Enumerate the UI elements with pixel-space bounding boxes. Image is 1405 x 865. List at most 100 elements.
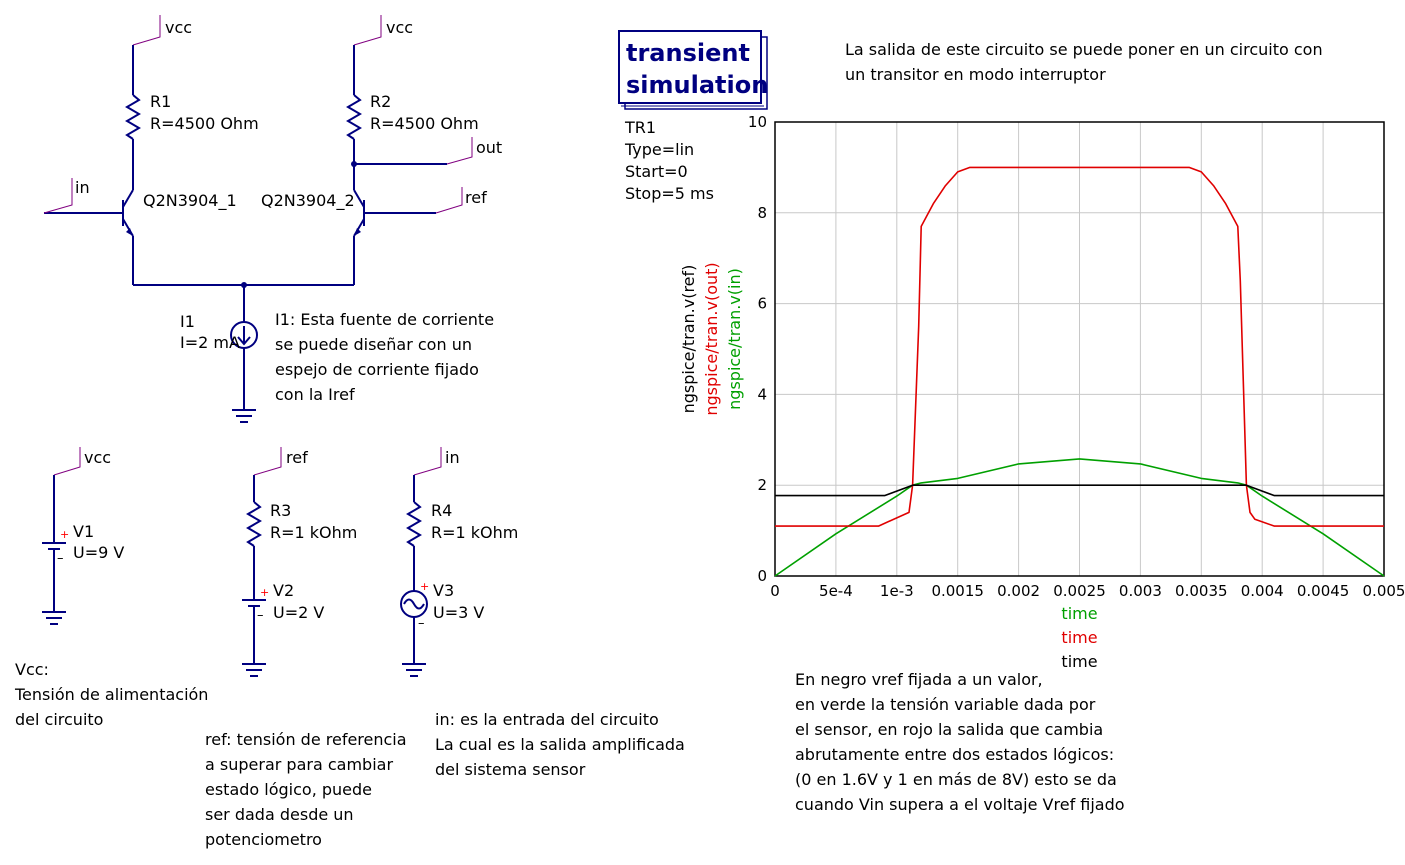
differential-pair: vcc vcc R1 R=4500 Ohm R2 R=4500 Ohm out (43, 15, 502, 423)
y-tick-label: 10 (748, 113, 767, 131)
y-tick-label: 6 (757, 295, 767, 313)
q2-name: Q2N3904_2 (261, 191, 355, 211)
series-line-ref (775, 484, 1384, 497)
note-ref: ref: tensión de referencia a superar par… (205, 730, 407, 849)
svg-text:+: + (60, 528, 69, 541)
svg-text:a superar para cambiar: a superar para cambiar (205, 755, 393, 774)
v3-value: U=3 V (433, 603, 484, 622)
net-label-ref-1: ref (465, 188, 487, 207)
x-tick-label: 0.0015 (931, 582, 984, 600)
x-tick-label: 1e-3 (880, 582, 914, 600)
y-tick-label: 2 (757, 476, 767, 494)
svg-text:se puede diseñar con un: se puede diseñar con un (275, 335, 472, 354)
svg-text:espejo de corriente fijado: espejo de corriente fijado (275, 360, 479, 379)
note-legend: En negro vref fijada a un valor, en verd… (795, 670, 1125, 814)
v1-value: U=9 V (73, 543, 124, 562)
svg-text:con la Iref: con la Iref (275, 385, 355, 404)
x-tick-label: 0.002 (997, 582, 1040, 600)
svg-text:+: + (420, 580, 429, 593)
sim-type: Type=lin (624, 140, 694, 159)
plot-series (774, 166, 1385, 577)
svg-text:el sensor, en rojo la salida q: el sensor, en rojo la salida que cambia (795, 720, 1103, 739)
svg-text:I1: Esta fuente de corriente: I1: Esta fuente de corriente (275, 310, 494, 329)
svg-text:abrutamente entre dos estados: abrutamente entre dos estados lógicos: (795, 745, 1114, 764)
x-tick-label: 0.0025 (1053, 582, 1106, 600)
net-label-vcc-3: vcc (84, 448, 111, 467)
resistor-r3-source-v2: ref + – (242, 447, 308, 677)
resistor-r4-source-v3: in + – (400, 447, 460, 677)
x-axis-label: time (1061, 652, 1097, 671)
svg-text:–: – (57, 551, 64, 566)
transistor-q2 (353, 189, 436, 285)
sim-start: Start=0 (625, 162, 688, 181)
net-label-vcc-2: vcc (386, 18, 413, 37)
y-tick-label: 8 (757, 204, 767, 222)
note-vcc: Vcc: Tensión de alimentación del circuit… (14, 660, 208, 729)
x-tick-label: 0.004 (1241, 582, 1284, 600)
x-tick-labels: 0 5e-4 1e-3 0.0015 0.002 0.0025 0.003 0.0035 0.0… (770, 582, 1405, 600)
svg-text:–: – (257, 608, 264, 623)
net-label-in-2: in (445, 448, 460, 467)
net-label-vcc-1: vcc (165, 18, 192, 37)
v1-name: V1 (73, 522, 94, 541)
r2-name: R2 (370, 92, 391, 111)
svg-text:del sistema sensor: del sistema sensor (435, 760, 586, 779)
series-line-out (775, 166, 1384, 527)
svg-text:–: – (418, 616, 425, 631)
svg-text:potenciometro: potenciometro (205, 830, 322, 849)
svg-text:ref: tensión de referencia: ref: tensión de referencia (205, 730, 407, 749)
y-tick-label: 0 (757, 567, 767, 585)
i1-name: I1 (180, 312, 195, 331)
x-tick-label: 0 (770, 582, 780, 600)
x-tick-label: 0.003 (1119, 582, 1162, 600)
source-v1: vcc + – (42, 447, 111, 625)
svg-text:estado lógico, puede: estado lógico, puede (205, 780, 372, 799)
x-tick-label: 0.0045 (1297, 582, 1350, 600)
x-tick-label: 0.0035 (1175, 582, 1228, 600)
r4-name: R4 (431, 501, 452, 520)
transistor-q1 (44, 189, 134, 285)
svg-text:cuando Vin supera a el voltaje: cuando Vin supera a el voltaje Vref fija… (795, 795, 1125, 814)
r3-name: R3 (270, 501, 291, 520)
svg-text:(0 en 1.6V y 1 en más de 8V): (0 en 1.6V y 1 en más de 8V) esto se da (795, 770, 1117, 789)
transient-plot: 0 5e-4 1e-3 0.0015 0.002 0.0025 0.003 0.0035 0.0… (679, 113, 1405, 671)
transient-simulation-block: transient simulation TR1 Type=lin Start=… (618, 30, 768, 203)
x-axis-label: time (1061, 628, 1097, 647)
resistor-r2 (346, 45, 362, 190)
net-label-ref-2: ref (286, 448, 308, 467)
r1-name: R1 (150, 92, 171, 111)
y-axis-label: ngspice/tran.v(ref) (679, 265, 698, 414)
r3-value: R=1 kOhm (270, 523, 357, 542)
y-axis-labels: ngspice/tran.v(ref) ngspice/tran.v(out) ng… (679, 262, 744, 415)
note-in: in: es la entrada del circuito La cual e… (435, 710, 685, 779)
sim-stop: Stop=5 ms (625, 184, 714, 203)
note-i1: I1: Esta fuente de corriente se puede di… (275, 310, 494, 404)
svg-text:Vcc:: Vcc: (15, 660, 49, 679)
r2-value: R=4500 Ohm (370, 114, 479, 133)
svg-text:in: es la entrada del circuito: in: es la entrada del circuito (435, 710, 659, 729)
net-label-in-1: in (75, 178, 90, 197)
v3-name: V3 (433, 581, 454, 600)
svg-text:un transitor en modo interrupt: un transitor en modo interruptor (845, 65, 1106, 84)
x-tick-label: 5e-4 (819, 582, 853, 600)
svg-text:La salida de este circuito se: La salida de este circuito se puede pone… (845, 40, 1323, 59)
svg-text:En negro vref fijada a un valo: En negro vref fijada a un valor, (795, 670, 1043, 689)
y-axis-label: ngspice/tran.v(out) (702, 262, 721, 415)
net-flag-out (446, 137, 473, 165)
resistor-r1 (125, 45, 141, 190)
i1-value: I=2 mA (180, 333, 240, 352)
net-flag-vcc-2 (353, 15, 382, 46)
svg-text:en verde la tensión variable d: en verde la tensión variable dada por (795, 695, 1096, 714)
x-axis-label: time (1061, 604, 1097, 623)
sim-box-line1: transient (626, 39, 750, 67)
svg-text:del circuito: del circuito (15, 710, 103, 729)
svg-text:La cual es la salida amplifica: La cual es la salida amplificada (435, 735, 685, 754)
plot-grid (774, 121, 1385, 577)
sim-name: TR1 (624, 118, 656, 137)
series-line-in (774, 458, 1385, 577)
y-tick-labels: 0 2 4 6 8 10 (748, 113, 767, 585)
svg-text:Tensión de alimentación: Tensión de alimentación (14, 685, 208, 704)
net-flag-ref-1 (435, 187, 463, 214)
v2-name: V2 (273, 581, 294, 600)
